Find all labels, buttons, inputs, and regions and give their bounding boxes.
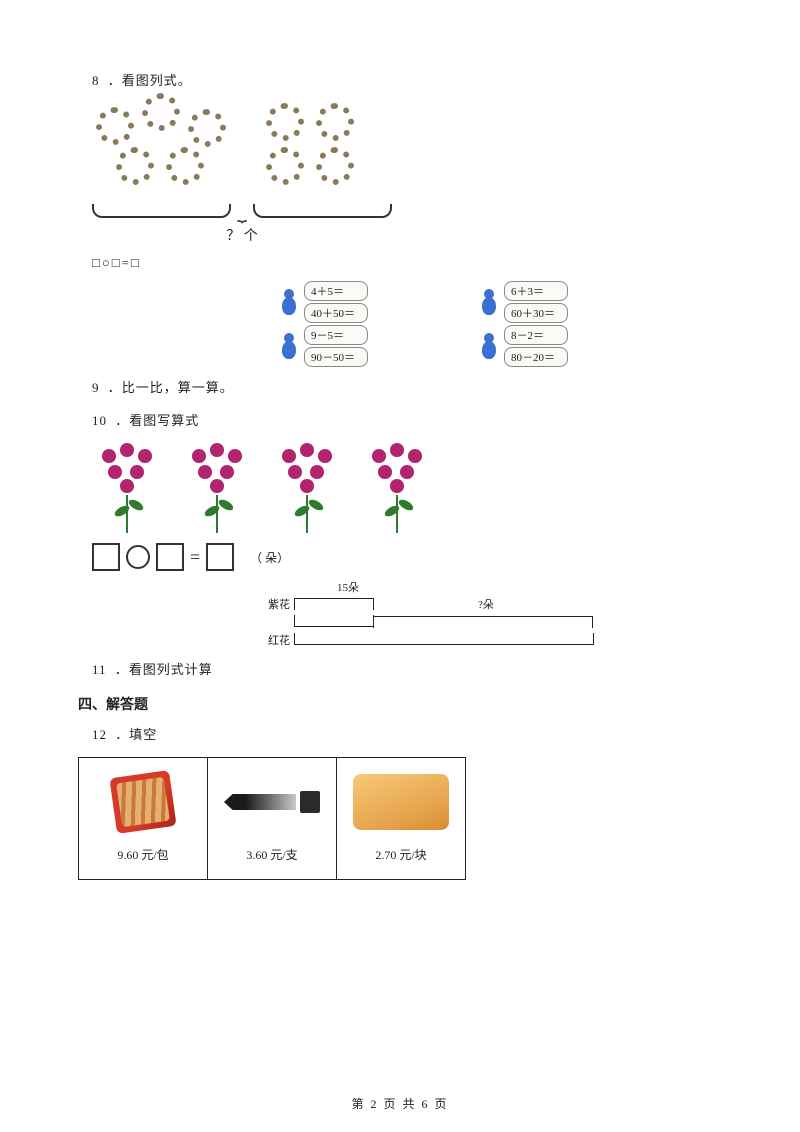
equals-sign: = — [190, 547, 200, 568]
price-label: 9.60 元/包 — [93, 846, 193, 863]
rose-bunch — [92, 443, 162, 533]
wreath-icon — [266, 147, 304, 185]
math-problem: 6＋3＝ — [504, 281, 568, 301]
math-cell: 8－2＝ 80－20＝ — [478, 325, 658, 367]
math-problem: 40＋50＝ — [304, 303, 368, 323]
rose-bunch — [362, 443, 432, 533]
table-cell: 9.60 元/包 — [79, 758, 208, 880]
question-number: 11 — [92, 662, 107, 677]
toothpaste-icon — [222, 768, 322, 836]
square-box-icon — [92, 543, 120, 571]
wreath-icon — [96, 107, 134, 145]
q11-diagram: 15朵 紫花 ?朵 红花 — [258, 579, 598, 649]
q10-unit: （ 朵） — [250, 549, 289, 566]
question-text: ．比一比，算一算。 — [108, 380, 234, 395]
math-cell: 4＋5＝ 40＋50＝ — [278, 281, 458, 323]
math-problem: 8－2＝ — [504, 325, 568, 345]
rose-bunch — [272, 443, 342, 533]
q8-question-mark: ？ 个 — [92, 225, 392, 245]
question-11: 11 ．看图列式计算 — [92, 659, 722, 678]
q9-math-grid: 4＋5＝ 40＋50＝ 6＋3＝ 60＋30＝ 9－5＝ 90－50＝ 8－2＝… — [278, 281, 722, 367]
wreath-icon — [166, 147, 204, 185]
soap-icon — [351, 768, 451, 836]
ant-icon — [278, 333, 300, 359]
question-text: ．填空 — [115, 727, 157, 742]
square-box-icon — [156, 543, 184, 571]
ant-icon — [278, 289, 300, 315]
wreath-icon — [188, 109, 226, 147]
price-label: 2.70 元/块 — [351, 846, 451, 863]
wreath-group-left — [92, 103, 232, 193]
math-problem: 90－50＝ — [304, 347, 368, 367]
question-number: 12 — [92, 727, 107, 742]
table-cell: 2.70 元/块 — [337, 758, 466, 880]
rose-bunch — [182, 443, 252, 533]
q11-question: ?朵 — [374, 596, 598, 612]
square-box-icon — [206, 543, 234, 571]
math-cell: 9－5＝ 90－50＝ — [278, 325, 458, 367]
q11-top-label: 15朵 — [308, 579, 388, 595]
brace-row: ⏟ — [92, 199, 392, 223]
question-text: ．看图列式计算 — [115, 662, 213, 677]
sausage-icon — [93, 768, 193, 836]
wreath-icon — [142, 93, 180, 131]
question-number: 10 — [92, 413, 107, 428]
wreath-icon — [266, 103, 304, 141]
section-4-title: 四、解答题 — [78, 694, 722, 714]
question-8: 8 ．看图列式。 — [92, 70, 722, 89]
q10-equation-boxes: = （ 朵） — [92, 543, 722, 571]
circle-box-icon — [126, 545, 150, 569]
q11-purple-label: 紫花 — [258, 596, 294, 612]
wreath-group-right — [260, 103, 370, 193]
question-10: 10 ．看图写算式 — [92, 410, 722, 429]
q12-product-table: 9.60 元/包 3.60 元/支 2.70 元/块 — [78, 757, 466, 880]
q10-rose-row — [92, 443, 722, 533]
math-problem: 4＋5＝ — [304, 281, 368, 301]
math-problem: 60＋30＝ — [504, 303, 568, 323]
page-footer: 第 2 页 共 6 页 — [0, 1095, 800, 1112]
question-9: 9 ．比一比，算一算。 — [92, 377, 722, 396]
price-label: 3.60 元/支 — [222, 846, 322, 863]
q11-red-label: 红花 — [258, 632, 294, 648]
question-text: ．看图列式。 — [108, 73, 192, 88]
table-cell: 3.60 元/支 — [208, 758, 337, 880]
ant-icon — [478, 289, 500, 315]
q8-expression: □○□=□ — [92, 255, 722, 271]
question-number: 8 — [92, 73, 100, 88]
math-problem: 9－5＝ — [304, 325, 368, 345]
ant-icon — [478, 333, 500, 359]
q8-figure: ⏟ ？ 个 — [92, 103, 392, 245]
wreath-icon — [316, 103, 354, 141]
question-text: ．看图写算式 — [115, 413, 199, 428]
wreath-icon — [316, 147, 354, 185]
math-cell: 6＋3＝ 60＋30＝ — [478, 281, 658, 323]
math-problem: 80－20＝ — [504, 347, 568, 367]
question-12: 12 ．填空 — [92, 724, 722, 743]
question-number: 9 — [92, 380, 100, 395]
wreath-icon — [116, 147, 154, 185]
